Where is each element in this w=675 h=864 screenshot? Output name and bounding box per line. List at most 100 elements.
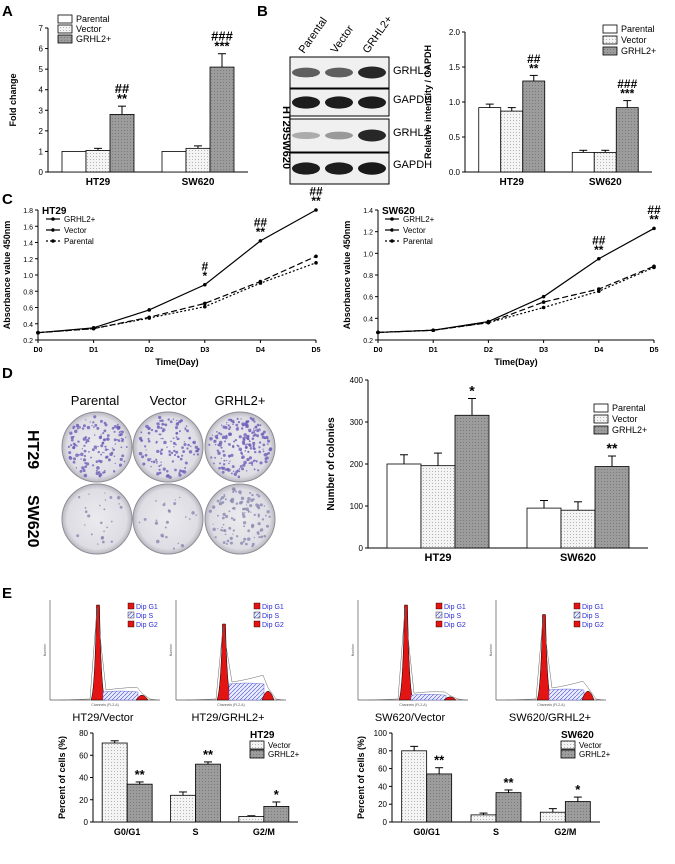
colony-dot <box>145 424 149 429</box>
colony-dot <box>225 514 229 519</box>
colony-dot <box>83 454 87 458</box>
flow-legend-label: Dip G2 <box>136 622 158 629</box>
x-tick-label: HT29 <box>500 177 525 188</box>
bar <box>454 414 490 549</box>
colony-dot <box>181 454 184 457</box>
flow-legend-label: Dip G2 <box>262 622 284 629</box>
legend-marker <box>390 228 394 232</box>
colony-dot <box>190 445 192 448</box>
legend-swatch <box>57 14 73 24</box>
flow-cytometry: HT29/Vector HT29/GRHL2+ SW620/Vector SW6… <box>43 600 606 724</box>
colony-dot <box>246 443 248 446</box>
colony-dot <box>77 440 80 443</box>
significance-mark: ** <box>434 753 445 768</box>
colony-dot <box>259 424 262 427</box>
y-tick-label: 1.8 <box>23 208 33 215</box>
colony-dot <box>100 453 103 456</box>
colony-dot <box>140 431 143 434</box>
colony-dot <box>213 440 216 442</box>
x-tick-label: SW620 <box>589 177 622 188</box>
colony-dot <box>253 536 256 539</box>
colony-dot <box>237 421 240 424</box>
x-tick-label: D0 <box>374 347 383 354</box>
chart-growth-ht29: 0.2 0.4 0.6 0.8 1.0 1.2 1.4 1.6 1.8 D0 D1 D2 D3 D4 D5 T… <box>2 185 323 367</box>
histogram-x-label: Channels (FL2-A) <box>399 703 427 707</box>
significance-mark: * <box>575 782 581 797</box>
colony-dot <box>165 474 170 478</box>
colony-dot <box>163 440 167 445</box>
series-line <box>37 262 317 334</box>
colony-dot <box>144 453 148 457</box>
colony-dot <box>119 457 123 462</box>
colony-dot <box>167 418 170 421</box>
colony-dot <box>223 495 226 498</box>
significance-mark: ** <box>529 61 539 75</box>
colony-dot <box>102 432 105 435</box>
colony-dot <box>162 503 166 507</box>
legend-marker <box>390 239 394 243</box>
colony-dot <box>105 455 109 459</box>
colony-dot <box>114 443 117 445</box>
data-point <box>541 294 546 299</box>
colony-dot <box>80 452 84 457</box>
colony-dot <box>110 540 114 543</box>
colony-dot <box>164 423 168 427</box>
bar <box>539 811 566 823</box>
colony-dot <box>155 519 158 522</box>
colony-dot <box>181 446 184 449</box>
colony-dot <box>150 428 154 432</box>
colony-dot <box>228 454 231 457</box>
colony-dot <box>147 431 151 435</box>
colony-dot <box>248 444 252 447</box>
colony-dot <box>216 499 220 503</box>
significance-mark: ### <box>617 77 637 91</box>
colony-dot <box>172 418 175 420</box>
significance-mark: ## <box>527 52 541 66</box>
colony-dot <box>221 516 225 520</box>
colony-dot <box>103 530 105 533</box>
colony-dot <box>98 435 103 440</box>
colony-dot <box>247 437 250 441</box>
colony-dot <box>264 460 268 464</box>
colony-dot <box>159 450 162 453</box>
x-tick-label: D5 <box>312 347 321 354</box>
flow-legend-swatch <box>435 620 443 628</box>
legend-swatch <box>602 35 618 45</box>
bar <box>426 773 453 823</box>
colony-dot <box>99 419 103 423</box>
legend-label: Vector <box>621 35 647 45</box>
colony-dot <box>82 458 87 462</box>
y-tick-label: 20 <box>378 800 387 809</box>
data-point <box>431 328 436 333</box>
colony-dot <box>224 440 227 443</box>
colony-dot <box>253 429 255 431</box>
colony-dot <box>106 438 109 441</box>
colony-dot <box>262 450 265 453</box>
colony-dot <box>230 472 233 475</box>
colony-dot <box>195 514 198 516</box>
colony-dot <box>262 430 266 434</box>
colony-dot <box>104 445 107 448</box>
bar <box>478 107 502 173</box>
colony-dot <box>173 502 177 506</box>
data-point <box>203 301 207 306</box>
colony-dot <box>242 514 246 519</box>
colony-dot <box>245 504 248 506</box>
colony-dot <box>166 470 169 473</box>
legend-marker <box>51 217 55 221</box>
colony-dot <box>180 543 185 548</box>
y-tick-label: 2 <box>39 127 44 136</box>
y-tick-label: 6 <box>39 45 44 54</box>
colony-dot <box>233 440 236 443</box>
colony-dot <box>229 460 231 462</box>
blot-band <box>325 67 353 78</box>
colony-dot <box>72 442 76 446</box>
colony-dot <box>184 428 187 431</box>
y-tick-label: 0.4 <box>363 316 373 323</box>
flow-legend-swatch <box>253 620 261 628</box>
colony-dot <box>254 459 256 462</box>
s-phase <box>548 688 585 701</box>
y-tick-label: 0 <box>383 818 388 827</box>
histogram-x-label: Channels (FL2-A) <box>537 703 565 707</box>
colony-dot <box>243 537 247 541</box>
